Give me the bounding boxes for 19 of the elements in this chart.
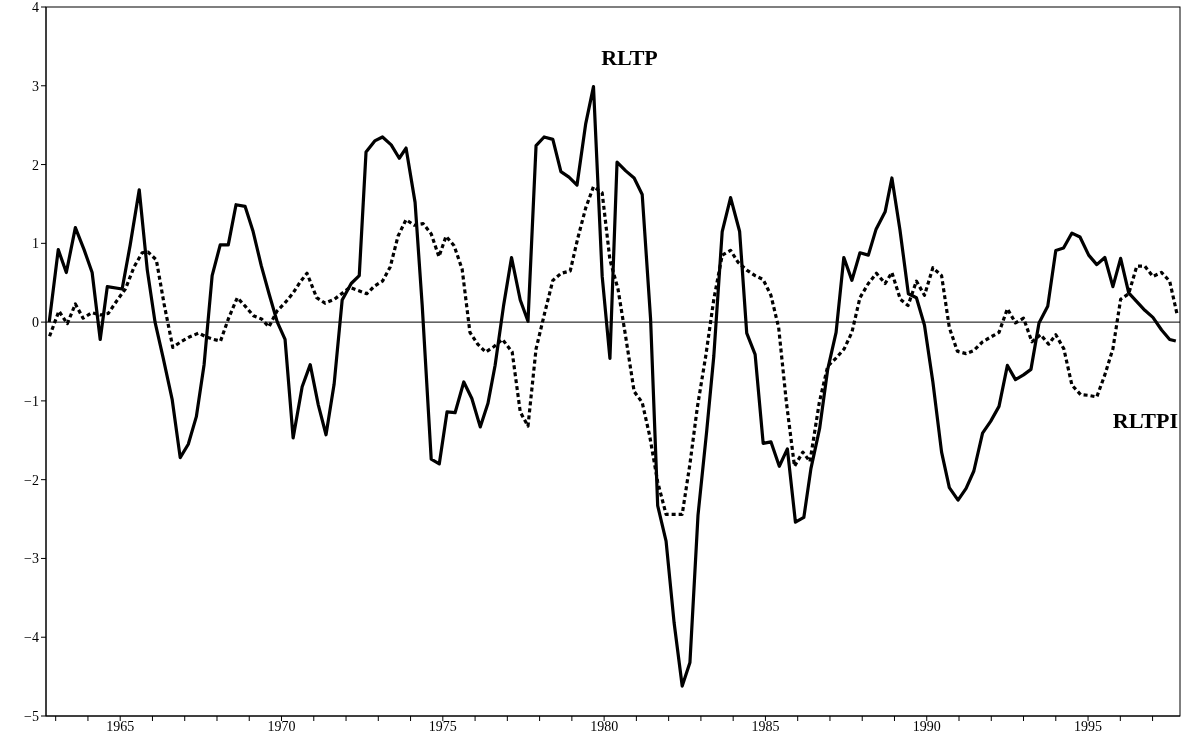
y-tick-label: −2 xyxy=(24,472,39,488)
x-tick-label: 1975 xyxy=(428,718,457,734)
y-tick-label: 3 xyxy=(32,78,39,94)
y-tick-label: −1 xyxy=(24,393,39,409)
y-tick-label: −4 xyxy=(24,630,39,646)
y-tick-label: 1 xyxy=(32,236,39,252)
x-tick-label: 1995 xyxy=(1074,718,1103,734)
series-label: RLTPI xyxy=(1112,407,1178,433)
x-tick-label: 1980 xyxy=(590,718,619,734)
x-tick-label: 1965 xyxy=(106,718,135,734)
y-tick-label: 2 xyxy=(32,157,39,173)
x-tick-label: 1970 xyxy=(267,718,296,734)
x-tick-label: 1990 xyxy=(912,718,941,734)
x-tick-label: 1985 xyxy=(751,718,780,734)
y-tick-label: −5 xyxy=(24,708,39,724)
series-label: RLTP xyxy=(601,44,658,70)
y-tick-label: 0 xyxy=(32,315,39,331)
y-tick-label: −3 xyxy=(24,551,39,567)
y-tick-label: 4 xyxy=(32,0,39,15)
